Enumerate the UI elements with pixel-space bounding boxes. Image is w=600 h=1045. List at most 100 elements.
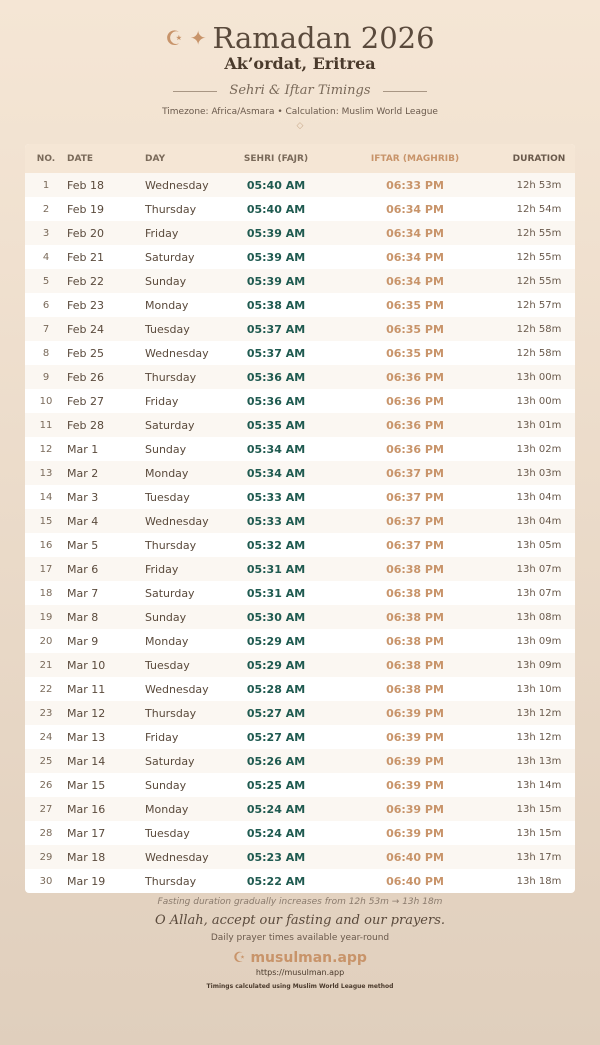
duration: 13h 15m [516,827,562,839]
weekday: Wednesday [145,514,209,528]
date: Feb 28 [67,418,104,432]
duration: 12h 58m [516,323,562,335]
duration: 13h 12m [516,731,562,743]
day-number: 23 [39,707,53,719]
sehri-time: 05:27 AM [246,730,306,744]
iftar-time: 06:34 PM [386,226,444,240]
date: Feb 24 [67,322,104,336]
duration: 13h 15m [516,803,562,815]
sehri-time: 05:33 AM [246,490,306,504]
date: Feb 22 [67,274,104,288]
weekday: Monday [145,466,189,480]
sehri-time: 05:38 AM [246,298,306,312]
site-link[interactable]: https://musulman.app [255,968,345,977]
duration: 13h 18m [516,875,562,887]
day-number: 29 [39,851,53,863]
iftar-time: 06:36 PM [386,394,444,408]
sehri-time: 05:22 AM [246,874,306,888]
table-row: 27 Mar 16 Monday 05:24 AM 06:39 PM 13h 15m [25,797,575,821]
weekday: Monday [145,802,189,816]
day-number: 17 [39,563,53,575]
iftar-time: 06:36 PM [386,442,444,456]
weekday: Thursday [145,370,197,384]
weekday: Sunday [145,610,187,624]
table-row: 18 Mar 7 Saturday 05:31 AM 06:38 PM 13h 07m [25,581,575,605]
weekday: Monday [145,298,189,312]
day-number: 9 [42,371,50,383]
iftar-time: 06:34 PM [386,274,444,288]
sehri-time: 05:34 AM [246,466,306,480]
table-row: 28 Mar 17 Tuesday 05:24 AM 06:39 PM 13h 15m [25,821,575,845]
iftar-time: 06:38 PM [386,682,444,696]
duration: 13h 00m [516,395,562,407]
weekday: Wednesday [145,850,209,864]
weekday: Saturday [145,418,195,432]
duration: 13h 07m [516,587,562,599]
iftar-time: 06:35 PM [386,322,444,336]
sehri-time: 05:36 AM [246,370,306,384]
weekday: Wednesday [145,682,209,696]
sehri-time: 05:31 AM [246,586,306,600]
table-row: 29 Mar 18 Wednesday 05:23 AM 06:40 PM 13h 17m [25,845,575,869]
day-number: 19 [39,611,53,623]
table-row: 26 Mar 15 Sunday 05:25 AM 06:39 PM 13h 14m [25,773,575,797]
duration: 13h 02m [516,443,562,455]
day-number: 22 [39,683,53,695]
duration: 13h 07m [516,563,562,575]
day-number: 27 [39,803,53,815]
weekday: Sunday [145,442,187,456]
table-row: 4 Feb 21 Saturday 05:39 AM 06:34 PM 12h 55m [25,245,575,269]
iftar-time: 06:38 PM [386,634,444,648]
iftar-time: 06:40 PM [386,874,444,888]
day-number: 14 [39,491,53,503]
duration: 12h 55m [516,275,562,287]
col-iftar: IFTAR (MAGHRIB) [370,153,460,164]
date: Mar 12 [67,706,106,720]
iftar-time: 06:36 PM [386,370,444,384]
date: Mar 5 [67,538,99,552]
weekday: Thursday [145,538,197,552]
table-row: 10 Feb 27 Friday 05:36 AM 06:36 PM 13h 00m [25,389,575,413]
day-number: 2 [42,203,50,215]
table-row: 23 Mar 12 Thursday 05:27 AM 06:39 PM 13h 12m [25,701,575,725]
sehri-time: 05:33 AM [246,514,306,528]
iftar-time: 06:36 PM [386,418,444,432]
col-no: NO. [36,153,56,164]
weekday: Wednesday [145,346,209,360]
iftar-time: 06:35 PM [386,346,444,360]
divider [382,90,427,92]
duration: 13h 10m [516,683,562,695]
day-number: 3 [42,227,50,239]
timezone-info: Timezone: Africa/Asmara • Calculation: M… [162,107,438,117]
sehri-time: 05:40 AM [246,178,306,192]
iftar-time: 06:39 PM [386,754,444,768]
date: Feb 26 [67,370,104,384]
table-body: 1 Feb 18 Wednesday 05:40 AM 06:33 PM 12h 53m 2… [25,173,575,893]
duration: 13h 03m [516,467,562,479]
day-number: 18 [39,587,53,599]
sehri-time: 05:36 AM [246,394,306,408]
table-row: 25 Mar 14 Saturday 05:26 AM 06:39 PM 13h 13m [25,749,575,773]
iftar-time: 06:37 PM [386,538,444,552]
duration: 12h 55m [516,227,562,239]
divider [173,90,218,92]
weekday: Tuesday [145,658,190,672]
sehri-time: 05:28 AM [246,682,306,696]
duration: 13h 05m [516,539,562,551]
table-row: 22 Mar 11 Wednesday 05:28 AM 06:38 PM 13h 10m [25,677,575,701]
iftar-time: 06:37 PM [386,514,444,528]
day-number: 6 [42,299,50,311]
date: Mar 11 [67,682,106,696]
crescent-star-icon: ☪ ✦ [165,26,207,50]
sehri-time: 05:24 AM [246,826,306,840]
day-number: 10 [39,395,53,407]
table-row: 12 Mar 1 Sunday 05:34 AM 06:36 PM 13h 02m [25,437,575,461]
sehri-time: 05:39 AM [246,226,306,240]
weekday: Friday [145,226,179,240]
table-row: 15 Mar 4 Wednesday 05:33 AM 06:37 PM 13h 04m [25,509,575,533]
iftar-time: 06:40 PM [386,850,444,864]
weekday: Friday [145,394,179,408]
calculation-note: Timings calculated using Muslim World Le… [206,983,394,990]
weekday: Tuesday [145,826,190,840]
table-header: NO. DATE DAY SEHRI (FAJR) IFTAR (MAGHRIB… [25,144,575,173]
